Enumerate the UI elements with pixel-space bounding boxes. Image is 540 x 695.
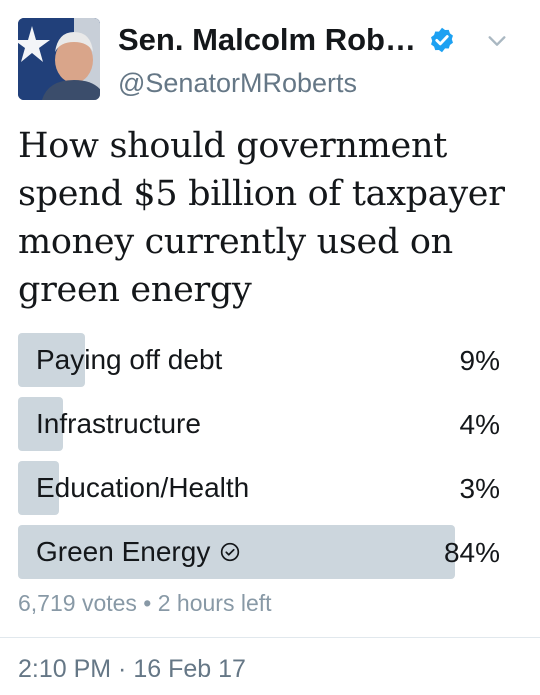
poll-option-percent: 3% bbox=[459, 473, 500, 504]
poll-option-bar bbox=[18, 525, 455, 579]
chevron-down-icon[interactable] bbox=[486, 30, 508, 52]
poll-option-bar bbox=[18, 333, 85, 387]
avatar[interactable] bbox=[18, 18, 100, 100]
poll-option-bar bbox=[18, 461, 59, 515]
poll-option: Education/Health 3% bbox=[18, 461, 504, 515]
poll-option-text: Education/Health bbox=[36, 472, 250, 503]
author-name-row[interactable]: Sen. Malcolm Rob… bbox=[118, 20, 456, 60]
tweet-header: Sen. Malcolm Rob… @SenatorMRoberts bbox=[18, 18, 522, 102]
poll-option-label: Infrastructure bbox=[36, 397, 201, 451]
poll-meta: 6,719 votes • 2 hours left bbox=[18, 590, 272, 616]
poll-option: Paying off debt 9% bbox=[18, 333, 504, 387]
tweet-timestamp[interactable]: 2:10 PM · 16 Feb 17 bbox=[18, 655, 246, 683]
check-circle-icon bbox=[221, 542, 240, 562]
poll-option-percent: 9% bbox=[459, 345, 500, 376]
poll-option-percent: 84% bbox=[443, 537, 500, 568]
poll-option: Green Energy 84% bbox=[18, 525, 504, 579]
poll-option-label: Education/Health bbox=[36, 461, 249, 515]
poll: Paying off debt 9% Infrastructure 4% Educati… bbox=[18, 333, 504, 589]
tweet-text: How should government spend $5 billion o… bbox=[18, 126, 505, 310]
divider bbox=[0, 637, 540, 638]
poll-option-bar bbox=[18, 397, 63, 451]
author-display-name[interactable]: Sen. Malcolm Rob… bbox=[118, 22, 416, 57]
poll-option-text: Green Energy bbox=[36, 536, 211, 567]
poll-option: Infrastructure 4% bbox=[18, 397, 504, 451]
poll-option-text: Paying off debt bbox=[36, 344, 223, 375]
poll-option-text: Infrastructure bbox=[36, 408, 201, 439]
poll-option-percent: 4% bbox=[459, 409, 500, 440]
poll-option-label: Green Energy bbox=[36, 525, 240, 579]
verified-badge-icon bbox=[431, 27, 453, 53]
poll-option-label: Paying off debt bbox=[36, 333, 222, 387]
author-handle[interactable]: @SenatorMRoberts bbox=[118, 68, 358, 98]
